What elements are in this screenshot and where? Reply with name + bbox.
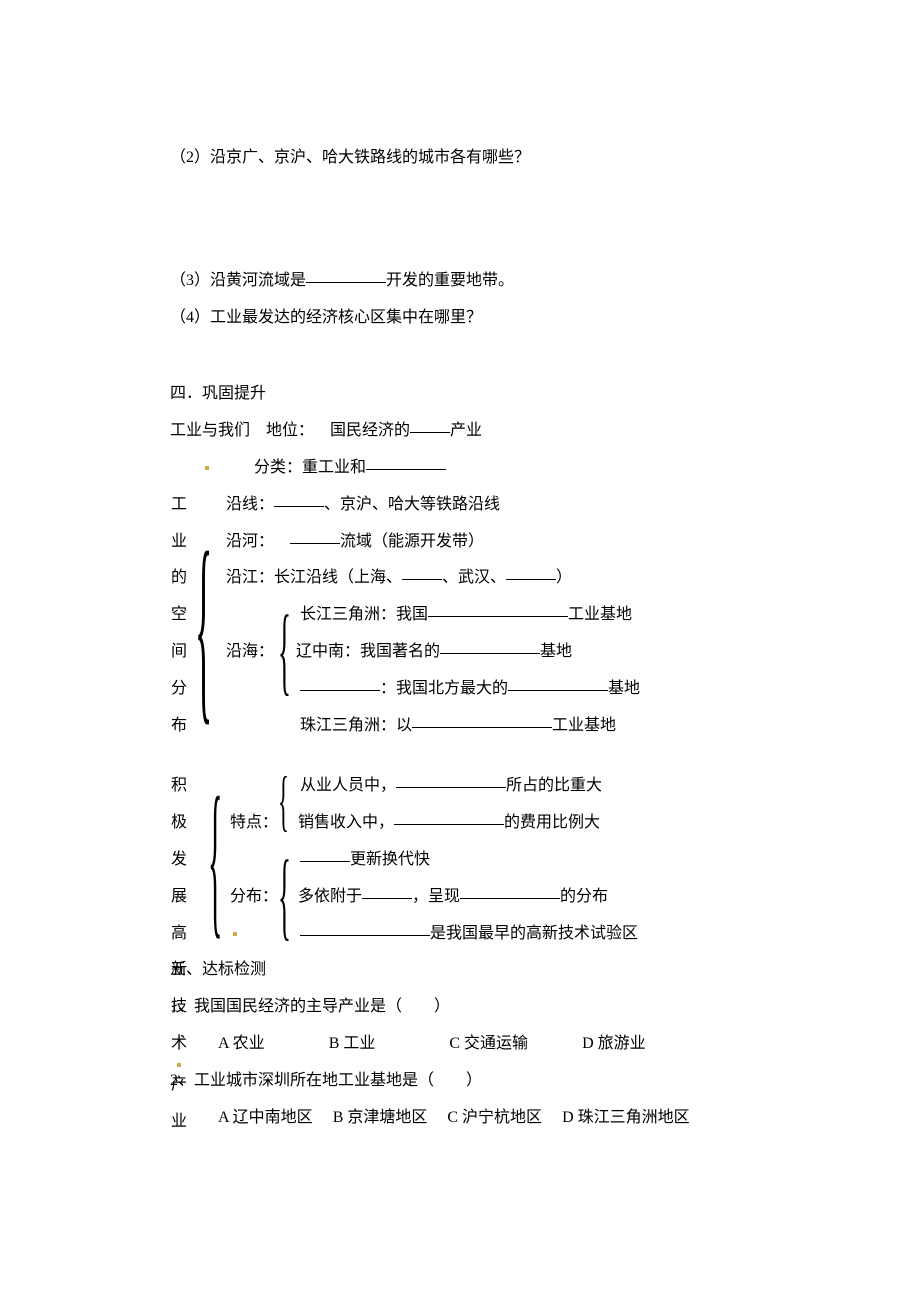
ol2-d2: 分布： 多依附于 ，呈现 的分布: [170, 879, 750, 916]
blank-ol2-d3[interactable]: [300, 935, 430, 936]
gap: [170, 193, 750, 263]
question-4: （4）工业最发达的经济核心区集中在哪里？: [170, 300, 750, 337]
choice-d[interactable]: D 珠江三角洲地区: [562, 1100, 690, 1137]
blank-ol-d3b[interactable]: [508, 690, 608, 691]
dot-icon: [233, 932, 237, 936]
vl-char: 工: [170, 487, 188, 524]
ol2-d1b: 更新换代快: [350, 851, 430, 868]
ol-d-sub4b: 工业基地: [552, 717, 616, 734]
ol-d-sub3a: ：我国北方最大的: [380, 680, 508, 697]
s4-l1-a: 工业与我们 地位： 国民经济的: [170, 422, 410, 439]
ol-a1: 沿线：: [226, 496, 274, 513]
question-5-2-choices: A 辽中南地区 B 京津塘地区 C 沪宁杭地区 D 珠江三角洲地区: [170, 1100, 750, 1137]
choice-d[interactable]: D 旅游业: [582, 1026, 646, 1063]
section-4-title: 四．巩固提升: [170, 376, 750, 413]
blank-ol-d3a[interactable]: [300, 690, 380, 691]
outline-block-2: 积极 发展 高新 技术 产业 .vl2 { position:absolute;…: [170, 768, 750, 952]
vl-char: 业: [170, 524, 188, 561]
ol-c3: ）: [556, 569, 572, 586]
ol2-dist-block: { 更新换代快 分布：多依附于，呈现的分布 是我国最早的高新技术试验区: [170, 842, 750, 952]
ol2-p-label: 特点：: [230, 814, 278, 831]
ol-d-sub1: 长江三角洲：我国 工业基地: [170, 597, 750, 634]
ol-b1: 沿河：: [226, 533, 290, 550]
ol2-p1: 从业人员中， 所占的比重大: [170, 768, 750, 805]
blank-ol-a[interactable]: [274, 506, 324, 507]
gap: [170, 352, 750, 376]
ol2-d3: 是我国最早的高新技术试验区: [170, 916, 750, 953]
blank-q3[interactable]: [306, 282, 386, 283]
ol2-p1b: 所占的比重大: [506, 777, 602, 794]
ol-d-sub2a: 辽中南：我国著名的: [296, 643, 440, 660]
ol-c1: 沿江：长江沿线（上海、: [226, 569, 402, 586]
ol-line-c: 沿江：长江沿线（上海、 、武汉、 ）: [170, 560, 750, 597]
ol2-p2: 特点： 销售收入中， 的费用比例大: [170, 805, 750, 842]
vl2-r5: 产业: [170, 1067, 188, 1141]
section-5-title: 五、达标检测: [170, 952, 750, 989]
ol-d-sub3: ：我国北方最大的 基地: [170, 671, 750, 708]
ol-d-sub3b: 基地: [608, 680, 640, 697]
blank-ol2-p2[interactable]: [394, 824, 504, 825]
blank-ol-d2[interactable]: [440, 653, 540, 654]
ol-b2: 流域（能源开发带）: [340, 533, 484, 550]
ol2-d-label: 分布：: [230, 888, 278, 905]
choice-c[interactable]: C 沪宁杭地区: [447, 1100, 542, 1137]
s4-l2-a: 分类：重工业和: [254, 459, 366, 476]
ol2-p2a: 销售收入中，: [298, 814, 394, 831]
blank-ol2-d2b[interactable]: [460, 898, 560, 899]
choice-a[interactable]: A 农业: [218, 1026, 265, 1063]
vl-char: 布: [170, 708, 188, 745]
ol2-d3b: 是我国最早的高新技术试验区: [430, 925, 638, 942]
blank-ol-d1[interactable]: [428, 616, 568, 617]
question-3-text-b: 开发的重要地带。: [386, 272, 514, 289]
blank-s4-1[interactable]: [410, 432, 450, 433]
ol-line-b: 沿河： 流域（能源开发带）: [170, 524, 750, 561]
blank-ol-c1[interactable]: [402, 579, 442, 580]
vl-char: 的: [170, 560, 188, 597]
question-3-text-a: （3）沿黄河流域是: [170, 272, 306, 289]
ol-sea-block: { 长江三角洲：我国工业基地 沿海：辽中南：我国著名的基地 ：我国北方最大的基地: [170, 597, 750, 707]
ol2-p2b: 的费用比例大: [504, 814, 600, 831]
question-5-2: 2、工业城市深圳所在地工业基地是（ ）: [170, 1063, 750, 1100]
question-3: （3）沿黄河流域是 开发的重要地带。: [170, 263, 750, 300]
ol2-p1a: 从业人员中，: [300, 777, 396, 794]
ol2-d2b: ，呈现: [412, 888, 460, 905]
question-2: （2）沿京广、京沪、哈大铁路线的城市各有哪些？: [170, 140, 750, 177]
ol-d-sub2b: 基地: [540, 643, 572, 660]
dot-icon: [205, 466, 209, 470]
outline-block-1: 工 业 的 空 间 分 布 { 沿线：、京沪、哈大等铁路沿线 沿河： 流域（能源…: [170, 487, 750, 745]
ol2-feature-block: { 从业人员中，所占的比重大 特点：销售收入中，的费用比例大: [170, 768, 750, 842]
s4-line1: 工业与我们 地位： 国民经济的 产业: [170, 413, 750, 450]
choice-c[interactable]: C 交通运输: [449, 1026, 528, 1063]
choice-b[interactable]: B 工业: [329, 1026, 376, 1063]
ol2-d2c: 的分布: [560, 888, 608, 905]
ol-d-sub4: 珠江三角洲：以 工业基地: [170, 708, 750, 745]
ol-line-a: 沿线： 、京沪、哈大等铁路沿线: [170, 487, 750, 524]
ol-d-sub1b: 工业基地: [568, 606, 632, 623]
vl2-r4: 技术: [170, 989, 188, 1067]
blank-ol2-d2a[interactable]: [362, 898, 412, 899]
s4-l1-b: 产业: [450, 422, 482, 439]
choice-b[interactable]: B 京津塘地区: [333, 1100, 428, 1137]
gap: [170, 744, 750, 768]
ol-d-sub2: 沿海： 辽中南：我国著名的 基地: [170, 634, 750, 671]
question-5-1-choices: A 农业 B 工业 C 交通运输 D 旅游业: [170, 1026, 750, 1063]
choice-a[interactable]: A 辽中南地区: [218, 1100, 313, 1137]
blank-ol-b[interactable]: [290, 543, 340, 544]
document-page: （2）沿京广、京沪、哈大铁路线的城市各有哪些？ （3）沿黄河流域是 开发的重要地带…: [0, 0, 920, 1302]
ol-c2: 、武汉、: [442, 569, 506, 586]
ol-d-sub4a: 珠江三角洲：以: [300, 717, 412, 734]
question-5-1: 1、我国国民经济的主导产业是（ ）: [170, 989, 750, 1026]
blank-ol2-d1[interactable]: [300, 861, 350, 862]
s4-line2: 分类：重工业和: [170, 450, 750, 487]
dot-icon: [177, 1063, 181, 1067]
blank-s4-2[interactable]: [366, 469, 446, 470]
ol2-d1: 更新换代快: [170, 842, 750, 879]
blank-ol2-p1[interactable]: [396, 787, 506, 788]
ol-d-sub1a: 长江三角洲：我国: [300, 606, 428, 623]
ol-a2: 、京沪、哈大等铁路沿线: [324, 496, 500, 513]
blank-ol-d4[interactable]: [412, 727, 552, 728]
ol-d-label: 沿海：: [226, 643, 274, 660]
blank-ol-c2[interactable]: [506, 579, 556, 580]
ol2-d2a: 多依附于: [298, 888, 362, 905]
